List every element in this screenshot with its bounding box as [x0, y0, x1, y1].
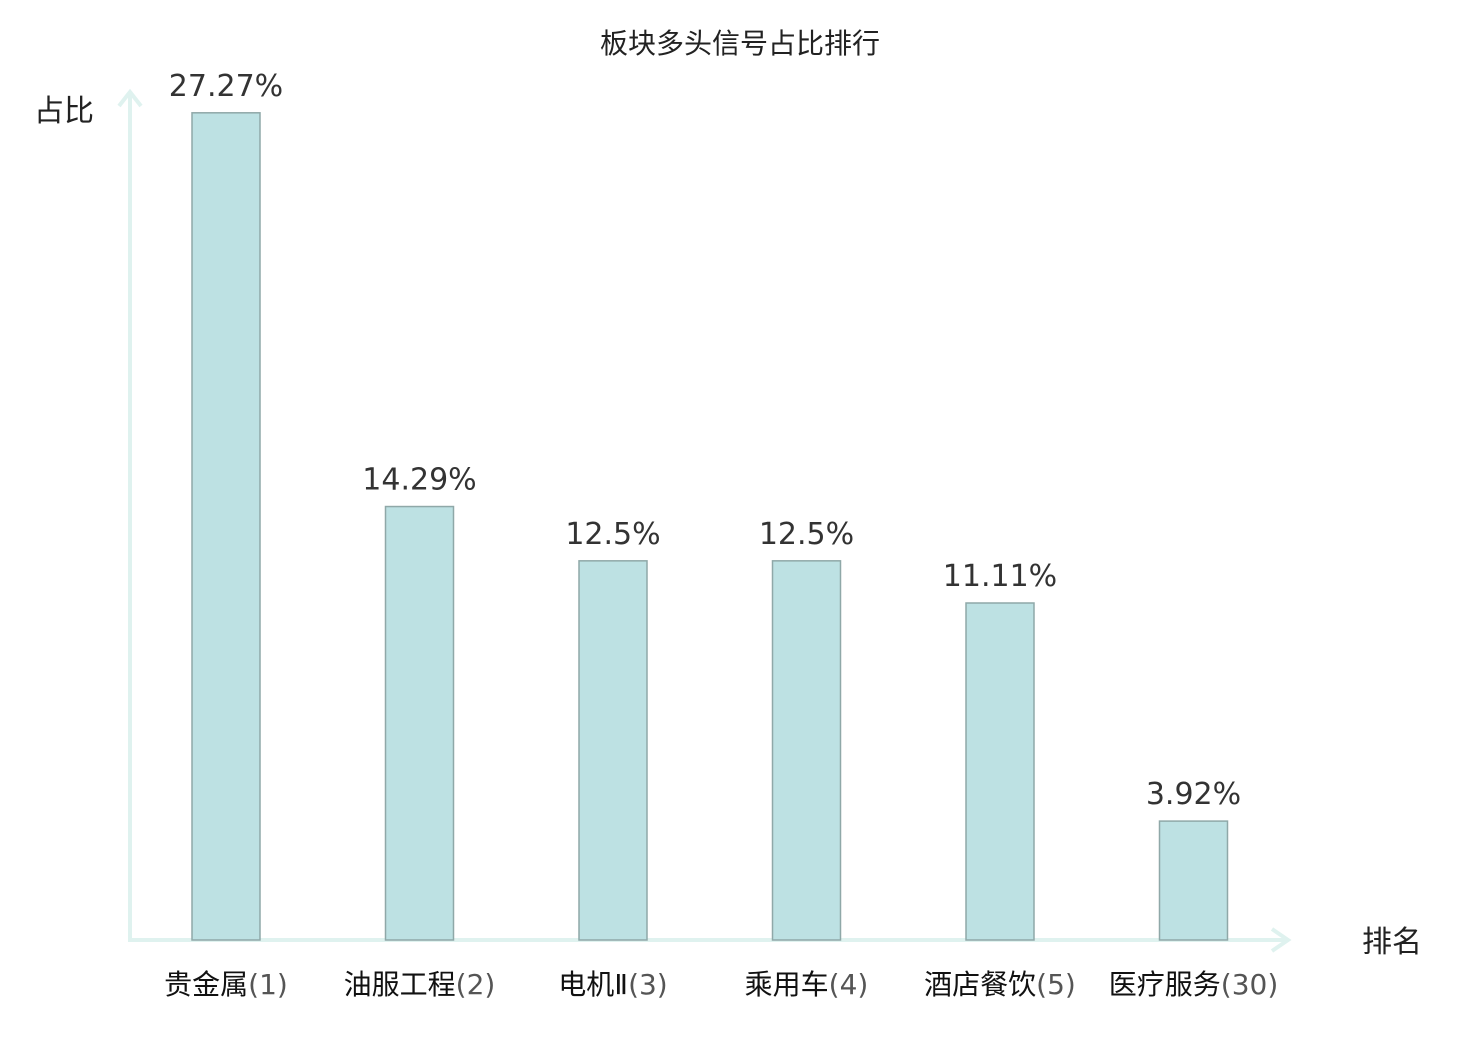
category-rank: (1): [248, 968, 288, 1001]
category-label-1: 贵金属(1): [164, 968, 288, 1001]
x-axis-label: 排名: [1362, 925, 1422, 960]
value-label-3: 12.5%: [565, 517, 660, 552]
chart-title: 板块多头信号占比排行: [600, 27, 880, 60]
bar-3: [578, 560, 648, 941]
category-rank: (30): [1221, 968, 1278, 1001]
category-name: 电机Ⅱ: [558, 968, 628, 1001]
category-label-5: 酒店餐饮(5): [924, 968, 1076, 1001]
value-label-1: 27.27%: [169, 69, 283, 104]
bar-4: [771, 560, 842, 941]
x-axis-arrow: [1270, 927, 1292, 953]
bar-6: [1158, 820, 1229, 941]
category-label-2: 油服工程(2): [344, 968, 496, 1001]
bar-5: [965, 602, 1035, 941]
value-labels: 27.27% 14.29% 12.5% 12.5% 11.11% 3.92%: [169, 69, 1241, 812]
category-rank: (4): [829, 968, 869, 1001]
category-name: 贵金属: [164, 968, 248, 1001]
value-label-5: 11.11%: [943, 559, 1057, 594]
category-label-6: 医疗服务(30): [1109, 968, 1279, 1001]
category-label-3: 电机Ⅱ(3): [558, 968, 667, 1001]
value-label-2: 14.29%: [362, 463, 476, 498]
y-axis-arrow: [117, 88, 143, 108]
y-axis-label: 占比: [34, 94, 94, 129]
bar-series: [191, 112, 1229, 941]
category-rank: (5): [1036, 968, 1076, 1001]
category-rank: (2): [456, 968, 496, 1001]
category-rank: (3): [628, 968, 668, 1001]
category-name: 油服工程: [344, 968, 456, 1001]
category-name: 医疗服务: [1109, 968, 1221, 1001]
value-label-4: 12.5%: [759, 517, 854, 552]
category-name: 乘用车: [745, 968, 829, 1001]
bar-1: [191, 112, 261, 941]
value-label-6: 3.92%: [1146, 777, 1241, 812]
category-labels: 贵金属(1) 油服工程(2) 电机Ⅱ(3) 乘用车(4) 酒店餐饮(5) 医疗服务(30): [164, 968, 1278, 1001]
category-label-4: 乘用车(4): [745, 968, 869, 1001]
bar-2: [384, 505, 455, 941]
category-name: 酒店餐饮: [924, 968, 1036, 1001]
